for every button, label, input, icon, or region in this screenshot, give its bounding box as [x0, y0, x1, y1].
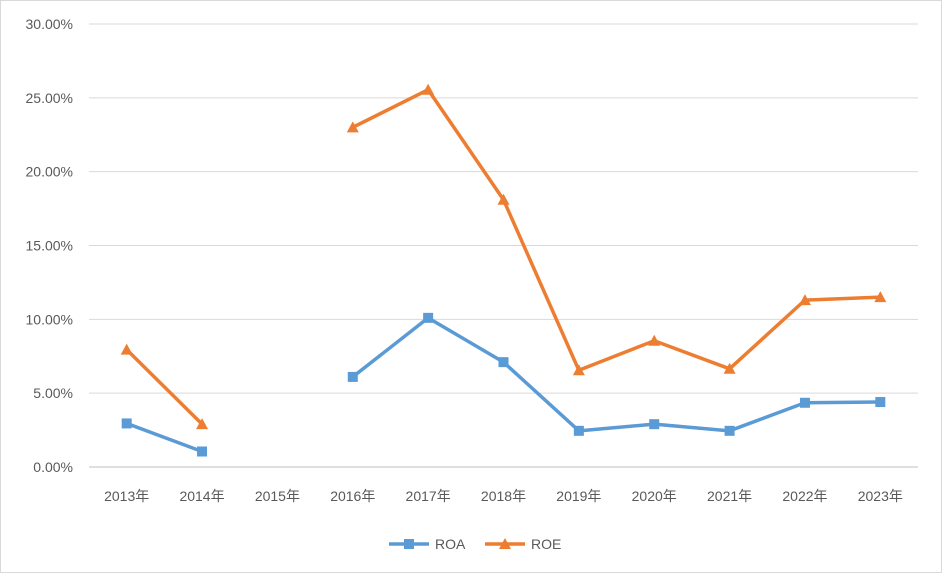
x-tick-label: 2017年 — [406, 488, 451, 504]
x-axis-ticks: 2013年 2014年 2015年 2016年 2017年 2018年 2019年 2020年… — [104, 488, 903, 504]
series-line-roe — [351, 87, 883, 373]
y-tick-label: 25.00% — [26, 90, 73, 106]
series-layer — [120, 83, 887, 457]
data-point-roe — [572, 364, 585, 376]
data-point-roa — [573, 425, 584, 436]
data-point-roe — [497, 193, 510, 205]
legend-label: ROA — [435, 536, 466, 552]
series-roa — [121, 312, 886, 457]
data-point-roa — [423, 312, 434, 323]
data-point-roa — [799, 397, 810, 408]
x-tick-label: 2020年 — [632, 488, 677, 504]
data-point-roa — [649, 419, 660, 430]
data-point-roa — [724, 425, 735, 436]
y-tick-label: 15.00% — [26, 238, 73, 254]
legend-swatch-marker — [499, 538, 511, 549]
legend: ROA ROE — [389, 536, 561, 552]
x-tick-label: 2023年 — [858, 488, 903, 504]
x-tick-label: 2014年 — [179, 488, 224, 504]
data-point-roa — [498, 357, 509, 368]
gridlines — [89, 23, 918, 468]
data-point-roe — [422, 83, 435, 95]
y-tick-label: 30.00% — [26, 16, 73, 32]
legend-item-roa: ROA — [389, 536, 466, 552]
y-axis-ticks: 0.00% 5.00% 10.00% 15.00% 20.00% 25.00% 30.00% — [26, 16, 73, 475]
series-line-roa — [351, 316, 883, 433]
x-tick-label: 2018年 — [481, 488, 526, 504]
data-point-roe — [120, 343, 133, 355]
series-roe — [120, 83, 887, 430]
y-tick-label: 20.00% — [26, 164, 73, 180]
data-point-roe — [874, 291, 887, 303]
x-tick-label: 2021年 — [707, 488, 752, 504]
data-point-roa — [875, 397, 886, 408]
legend-label: ROE — [531, 536, 561, 552]
legend-item-roe: ROE — [485, 536, 561, 552]
data-point-roe — [798, 294, 811, 306]
x-tick-label: 2013年 — [104, 488, 149, 504]
data-point-roe — [196, 418, 209, 430]
data-point-roe — [723, 362, 736, 374]
y-tick-label: 10.00% — [26, 311, 73, 327]
data-point-roe — [346, 121, 359, 133]
data-point-roa — [347, 371, 358, 382]
x-tick-label: 2022年 — [782, 488, 827, 504]
data-point-roa — [197, 446, 208, 457]
y-tick-label: 5.00% — [33, 385, 73, 401]
legend-swatch-marker — [404, 539, 414, 549]
y-tick-label: 0.00% — [33, 459, 73, 475]
data-point-roa — [121, 418, 132, 429]
x-tick-label: 2015年 — [255, 488, 300, 504]
x-tick-label: 2019年 — [556, 488, 601, 504]
series-line-roa — [124, 421, 204, 454]
series-line-roe — [124, 347, 204, 426]
data-point-roe — [648, 334, 661, 346]
x-tick-label: 2016年 — [330, 488, 375, 504]
